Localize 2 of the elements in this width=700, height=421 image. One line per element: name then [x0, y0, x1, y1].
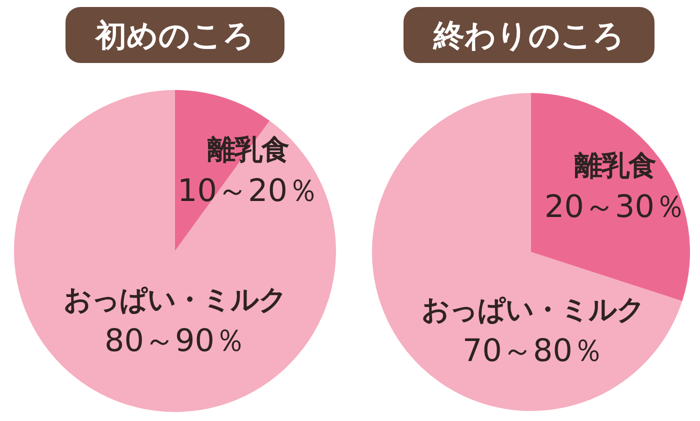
title-text: 終わりのころ: [434, 18, 624, 54]
title-text: 初めのころ: [96, 18, 254, 54]
